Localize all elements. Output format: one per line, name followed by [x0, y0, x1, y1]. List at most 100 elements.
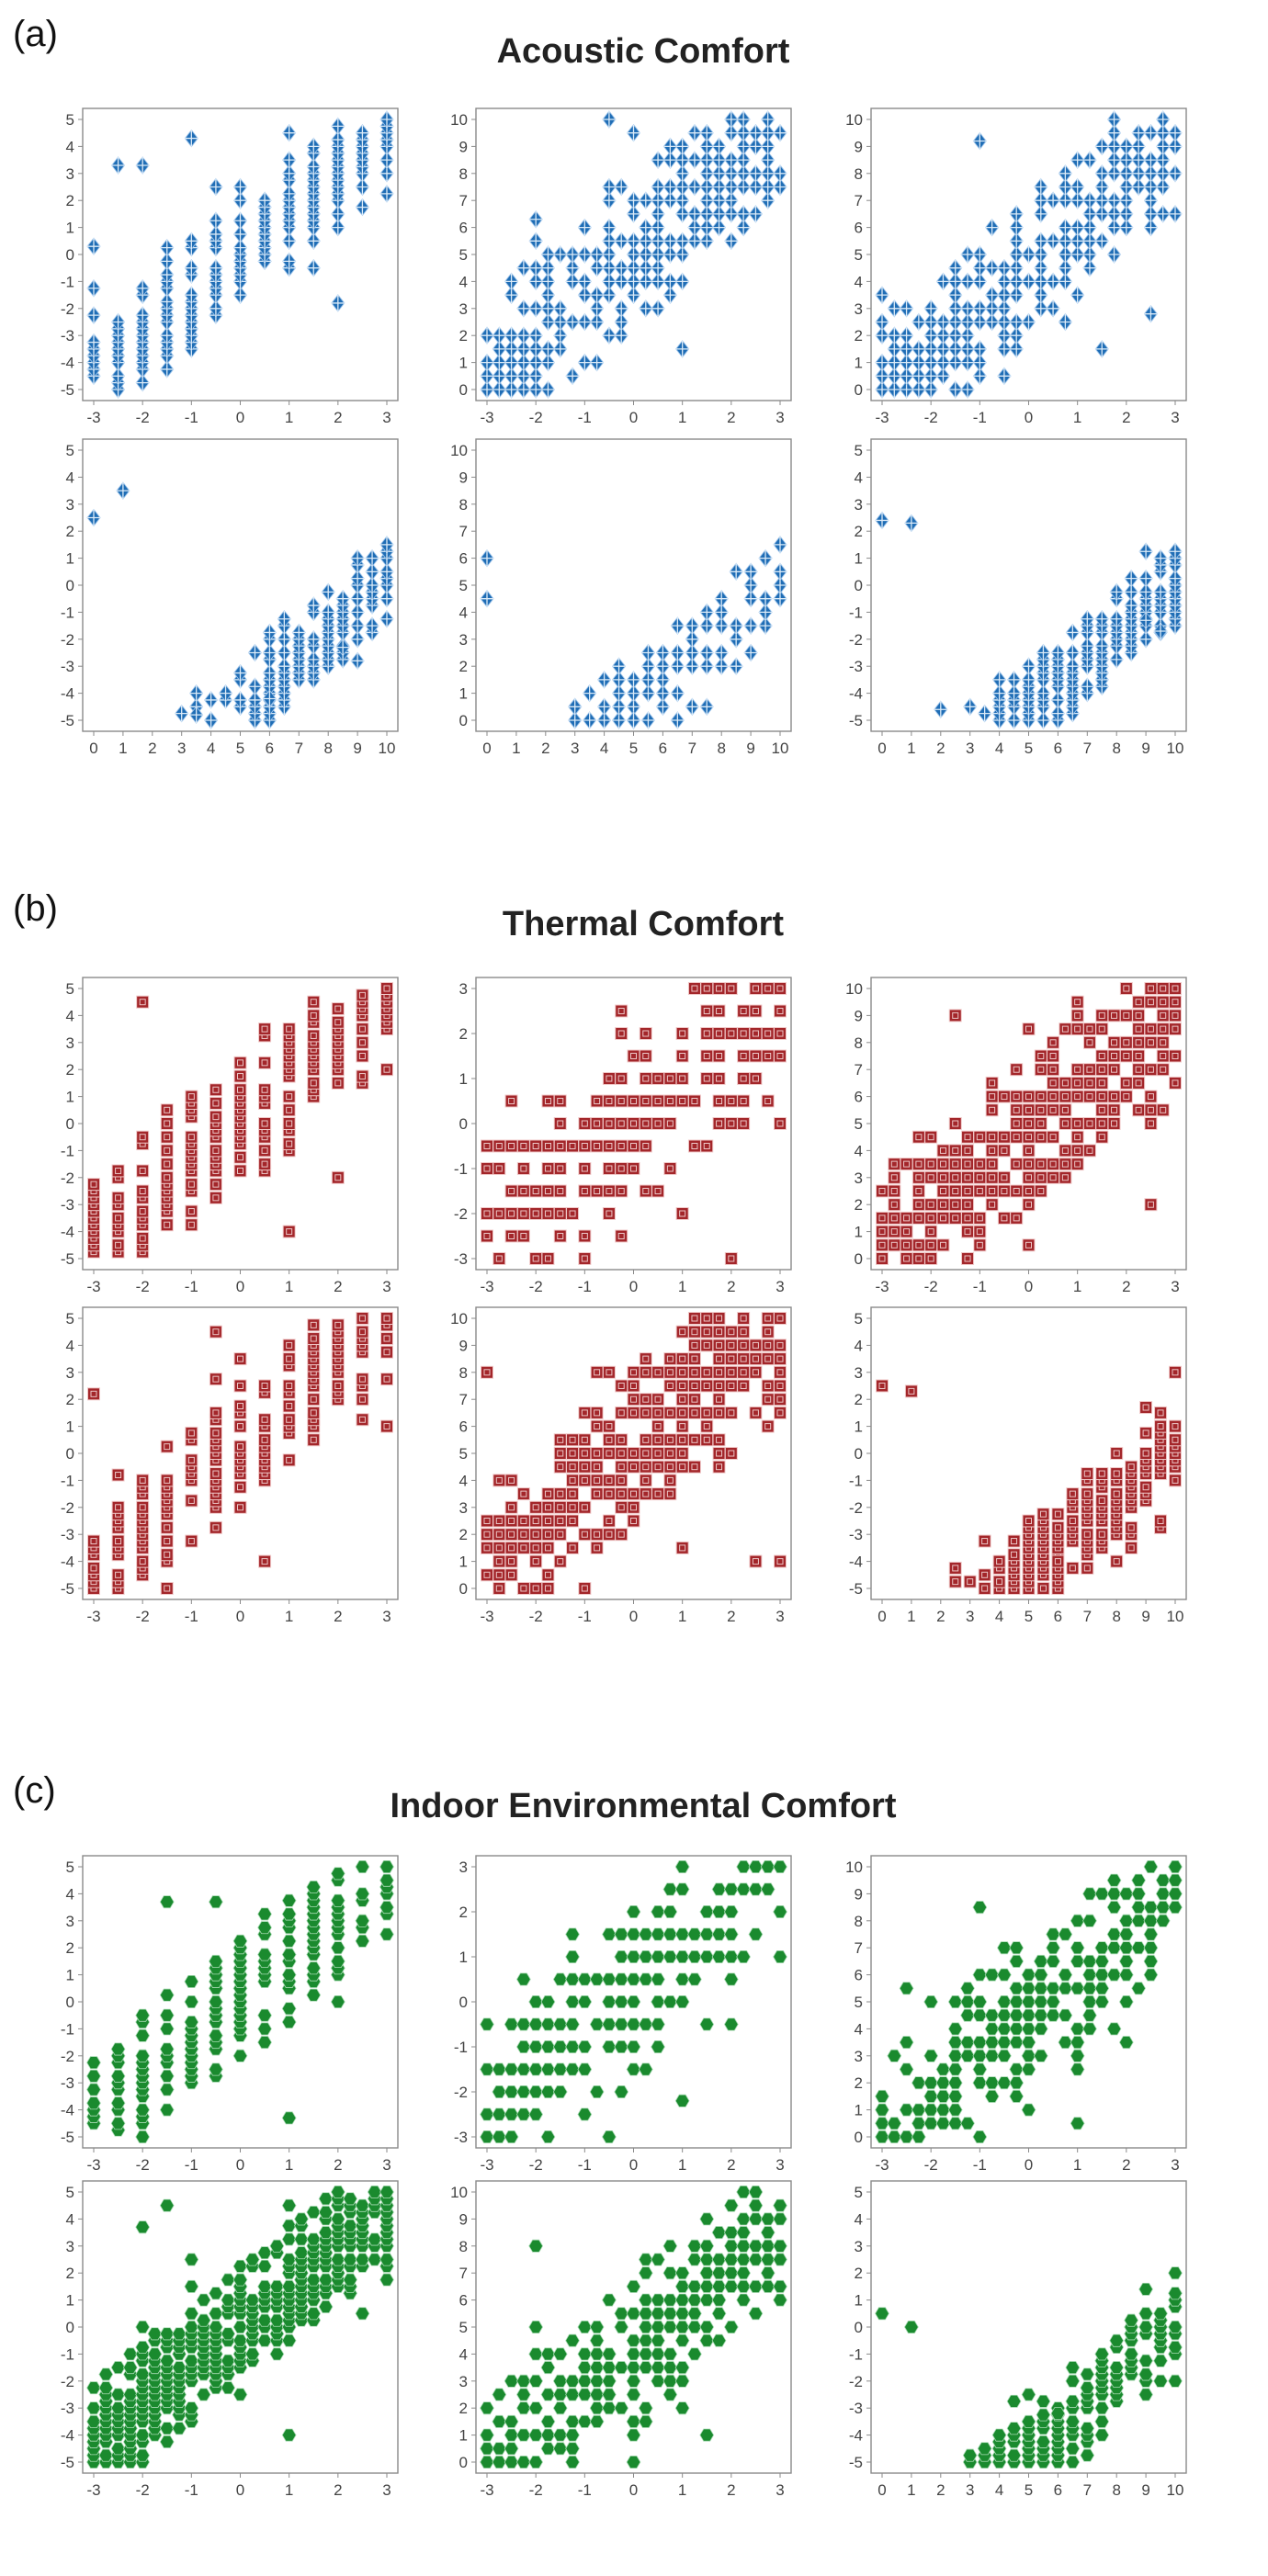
- data-point: [185, 1534, 198, 1548]
- data-point: [307, 1393, 321, 1407]
- data-point: [761, 1419, 775, 1433]
- data-point: [761, 1312, 775, 1325]
- data-point: [1066, 1487, 1080, 1501]
- x-tick-label: 2: [727, 1608, 735, 1625]
- y-tick-label: -1: [61, 2345, 74, 2363]
- y-tick-label: -3: [454, 2129, 468, 2146]
- x-tick-label: 0: [236, 2481, 244, 2499]
- data-point: [1144, 1022, 1158, 1036]
- data-point: [651, 1460, 665, 1474]
- data-point: [651, 1184, 665, 1198]
- data-point: [209, 1467, 222, 1481]
- section-title: Acoustic Comfort: [497, 32, 790, 71]
- data-point: [380, 1312, 393, 1325]
- data-point: [651, 1393, 665, 1407]
- data-point: [553, 1554, 567, 1568]
- data-point: [111, 1238, 125, 1252]
- data-point: [87, 1387, 100, 1401]
- data-point: [700, 1004, 714, 1018]
- y-tick-label: 6: [855, 1089, 863, 1106]
- y-tick-label: 3: [855, 2048, 863, 2065]
- data-point: [888, 1225, 901, 1238]
- data-point: [1059, 1076, 1072, 1090]
- data-point: [724, 1406, 738, 1419]
- data-point: [651, 1447, 665, 1460]
- y-tick-label: -1: [61, 273, 74, 290]
- y-tick-label: 10: [450, 1310, 468, 1328]
- data-point: [663, 1487, 677, 1501]
- data-point: [978, 1582, 991, 1595]
- data-point: [504, 1229, 518, 1243]
- data-point: [258, 1144, 272, 1158]
- data-point: [529, 1541, 543, 1554]
- y-tick-label: 4: [66, 1007, 74, 1024]
- data-point: [307, 1318, 321, 1332]
- data-point: [712, 1365, 726, 1379]
- data-point: [992, 1575, 1006, 1588]
- data-point: [876, 1184, 889, 1198]
- x-tick-label: 0: [1025, 1278, 1033, 1295]
- data-point: [553, 1514, 567, 1528]
- data-point: [700, 1139, 714, 1153]
- data-point: [541, 1528, 555, 1542]
- data-point: [1110, 1554, 1124, 1568]
- data-point: [1169, 1419, 1182, 1433]
- scatter-panel: -3 -2 -1 0 1 2 3 5 4 3 2 1 0 -1 -2 -3 -4 -5: [61, 977, 399, 1295]
- y-tick-label: -5: [61, 2129, 74, 2146]
- data-point: [553, 1117, 567, 1130]
- scatter-panel: -3 -2 -1 0 1 2 3 5 4 3 2 1 0 -1 -2 -3 -4 -5: [61, 1855, 399, 2174]
- x-tick-label: 1: [285, 1608, 293, 1625]
- y-tick-label: 10: [450, 2184, 468, 2201]
- data-point: [888, 1238, 901, 1252]
- data-point: [774, 1004, 787, 1018]
- data-point: [985, 1130, 999, 1144]
- data-point: [1036, 1508, 1050, 1521]
- data-point: [936, 1158, 950, 1171]
- data-point: [1082, 1117, 1096, 1130]
- x-tick-label: 3: [1171, 409, 1179, 426]
- y-tick-label: 4: [66, 469, 74, 486]
- data-point: [578, 1474, 592, 1487]
- data-point: [1081, 1528, 1094, 1542]
- y-tick-label: 3: [66, 165, 74, 183]
- data-point: [627, 1393, 640, 1407]
- x-tick-label: -1: [578, 1278, 592, 1295]
- data-point: [948, 1184, 962, 1198]
- data-point: [331, 1076, 345, 1090]
- x-tick-label: 1: [678, 409, 686, 426]
- data-point: [209, 1191, 222, 1204]
- data-point: [504, 1184, 518, 1198]
- data-point: [1047, 1049, 1060, 1063]
- data-point: [900, 1252, 913, 1265]
- data-point: [160, 1474, 174, 1487]
- x-tick-label: 6: [659, 740, 667, 757]
- y-tick-label: -2: [454, 2084, 468, 2101]
- x-tick-label: -3: [875, 2156, 889, 2174]
- data-point: [566, 1474, 580, 1487]
- data-point: [1154, 1514, 1168, 1528]
- data-point: [639, 1352, 652, 1366]
- data-point: [700, 1325, 714, 1339]
- data-point: [712, 1312, 726, 1325]
- data-point: [578, 1447, 592, 1460]
- data-point: [1139, 1401, 1153, 1415]
- y-tick-label: 7: [459, 1391, 468, 1408]
- data-point: [492, 1541, 506, 1554]
- data-point: [541, 1568, 555, 1582]
- data-point: [911, 1211, 925, 1225]
- x-tick-label: 7: [1083, 740, 1092, 757]
- y-tick-label: 0: [66, 1115, 74, 1133]
- x-tick-label: 7: [688, 740, 696, 757]
- x-tick-label: -1: [973, 1278, 987, 1295]
- data-point: [687, 1325, 701, 1339]
- data-point: [700, 1072, 714, 1085]
- data-point: [602, 1447, 616, 1460]
- x-tick-label: 7: [1083, 2481, 1092, 2499]
- y-tick-label: -3: [61, 1526, 74, 1543]
- y-tick-label: 5: [459, 2319, 468, 2336]
- x-tick-label: 6: [1054, 740, 1062, 757]
- data-point: [948, 1170, 962, 1184]
